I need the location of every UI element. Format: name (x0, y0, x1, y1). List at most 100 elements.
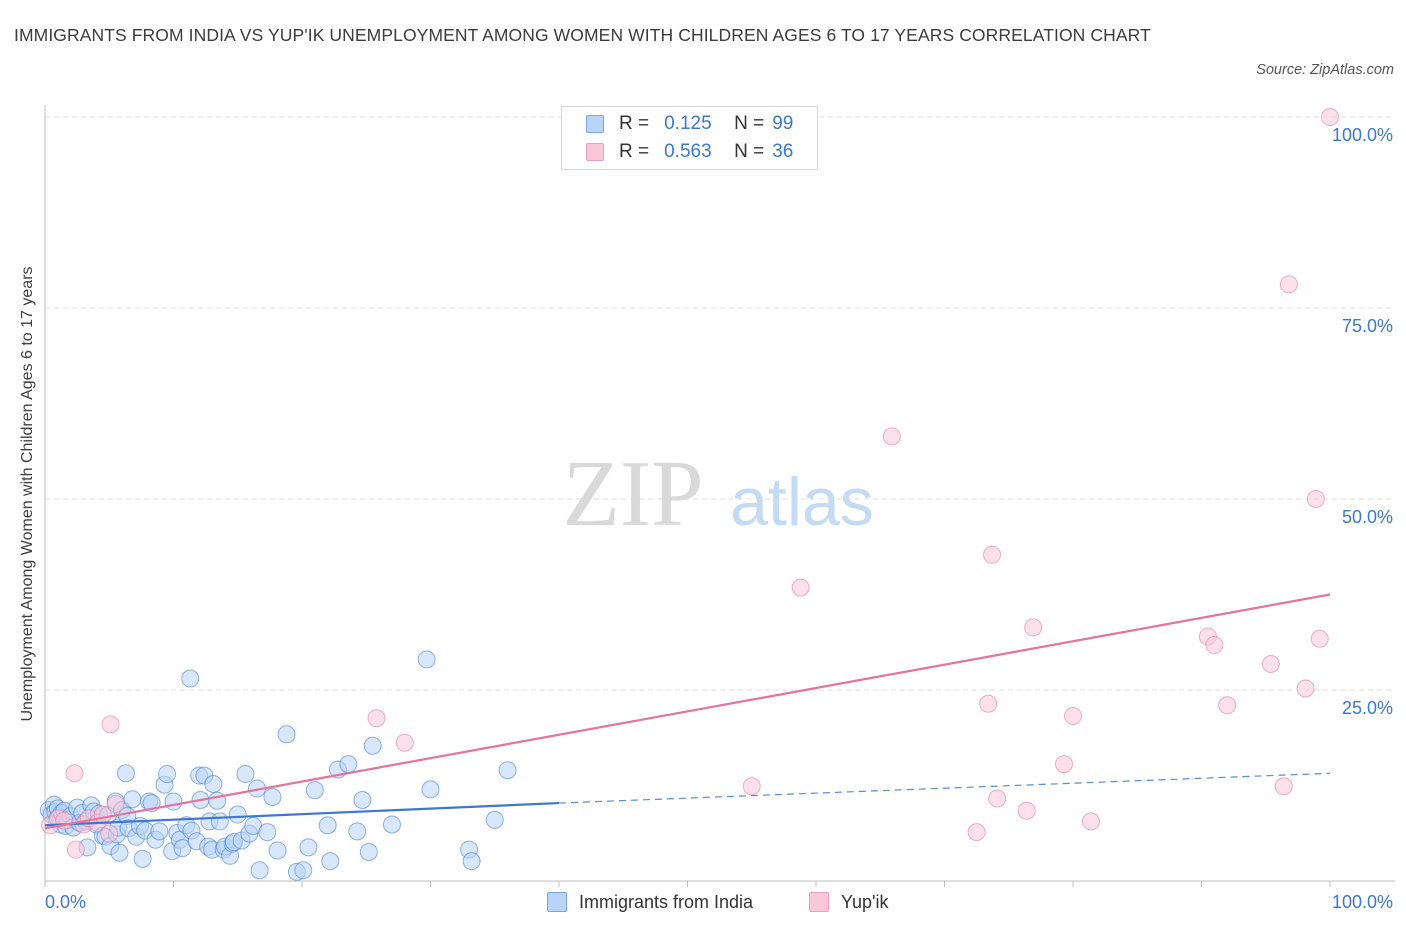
yupik-points (41, 108, 1339, 859)
india-point (353, 791, 372, 810)
india-point (158, 765, 177, 784)
india-point (204, 774, 223, 793)
india-point (133, 849, 152, 868)
yupik-point (101, 715, 120, 734)
trend-lines (44, 593, 1331, 830)
r-label: R = (619, 113, 650, 134)
india-point (348, 822, 367, 841)
yupik-point (367, 709, 386, 728)
yupik-point (1321, 108, 1339, 126)
legend-item-yupik[interactable]: Yup'ik (809, 889, 888, 915)
india-point (210, 812, 229, 831)
source-label: Source: ZipAtlas.com (1256, 62, 1394, 78)
india-point (277, 725, 296, 744)
tick-labels: 25.0% 50.0% 75.0% 100.0% 0.0% 100.0% (45, 125, 1393, 912)
yupik-point (882, 427, 901, 446)
n-label: N = (734, 113, 765, 134)
legend-label-yupik: Yup'ik (841, 891, 889, 912)
watermark: ZIP atlas (563, 442, 874, 546)
india-point (421, 780, 440, 799)
legend-row-india: R = 0.125 N = 99 (586, 110, 793, 138)
yupik-swatch (809, 892, 829, 912)
india-trend-line (44, 801, 560, 827)
y-tick-label: 50.0% (1342, 507, 1393, 527)
india-point (268, 841, 287, 860)
india-point (382, 815, 401, 834)
india-point (339, 755, 358, 774)
n-value: 36 (772, 141, 794, 162)
india-point (294, 861, 313, 880)
india-trend-extension (558, 772, 1331, 804)
n-label: N = (734, 141, 765, 162)
india-point (123, 790, 142, 809)
india-point (462, 852, 481, 871)
india-point (250, 861, 269, 880)
india-point (321, 852, 340, 871)
axes (44, 105, 1395, 887)
yupik-point (100, 824, 119, 843)
india-point (181, 669, 200, 688)
n-value: 99 (772, 113, 794, 134)
india-point (485, 810, 504, 829)
yupik-point (1024, 618, 1043, 637)
india-point (236, 765, 255, 784)
yupik-point (742, 777, 761, 796)
y-tick-label: 100.0% (1332, 125, 1393, 145)
india-swatch (547, 892, 567, 912)
yupik-point (395, 733, 414, 752)
india-point (110, 843, 129, 862)
yupik-point (988, 789, 1007, 808)
india-point (299, 838, 318, 857)
india-point (164, 792, 183, 811)
r-value: 0.563 (664, 141, 712, 162)
y-tick-label: 75.0% (1342, 316, 1393, 336)
yupik-point (791, 578, 810, 597)
india-point (116, 764, 135, 783)
watermark-zip: ZIP (563, 442, 704, 546)
india-point (417, 650, 436, 669)
legend-label-india: Immigrants from India (579, 891, 754, 912)
yupik-point (979, 694, 998, 713)
r-value: 0.125 (664, 113, 712, 134)
india-point (305, 781, 324, 800)
yupik-swatch (586, 143, 604, 161)
yupik-point (1081, 812, 1100, 831)
yupik-point (1296, 679, 1315, 698)
india-point (359, 842, 378, 861)
yupik-point (1279, 275, 1298, 294)
y-tick-label: 25.0% (1342, 698, 1393, 718)
yupik-point (1274, 777, 1293, 796)
watermark-atlas: atlas (730, 464, 874, 540)
yupik-point (106, 794, 125, 813)
stats-legend: R = 0.125 N = 99 R = 0.563 N = 36 (561, 106, 818, 170)
yupik-trend-line (44, 593, 1331, 830)
legend-item-india[interactable]: Immigrants from India (547, 889, 753, 915)
india-point (363, 736, 382, 755)
yupik-point (66, 840, 85, 859)
yupik-point (983, 545, 1002, 564)
yupik-point (1017, 801, 1036, 820)
india-point (150, 822, 169, 841)
x-tick-label: 100.0% (1332, 892, 1393, 912)
india-point (498, 761, 517, 780)
yupik-point (1306, 490, 1325, 508)
yupik-point (65, 764, 84, 783)
yupik-point (1310, 629, 1329, 648)
chart-title: IMMIGRANTS FROM INDIA VS YUP'IK UNEMPLOY… (14, 25, 1151, 45)
yupik-point (1261, 655, 1280, 674)
india-point (318, 816, 337, 835)
legend-row-yupik: R = 0.563 N = 36 (586, 138, 793, 166)
india-points (39, 650, 517, 881)
yupik-point (967, 823, 986, 842)
india-point (263, 787, 282, 806)
x-tick-label: 0.0% (45, 892, 86, 912)
india-swatch (586, 115, 604, 133)
yupik-point (1055, 755, 1074, 774)
india-point (258, 823, 277, 842)
grid-lines (45, 116, 1395, 691)
yupik-point (1205, 635, 1224, 654)
r-label: R = (619, 141, 650, 162)
yupik-point (1218, 696, 1237, 715)
yupik-point (1064, 706, 1082, 725)
